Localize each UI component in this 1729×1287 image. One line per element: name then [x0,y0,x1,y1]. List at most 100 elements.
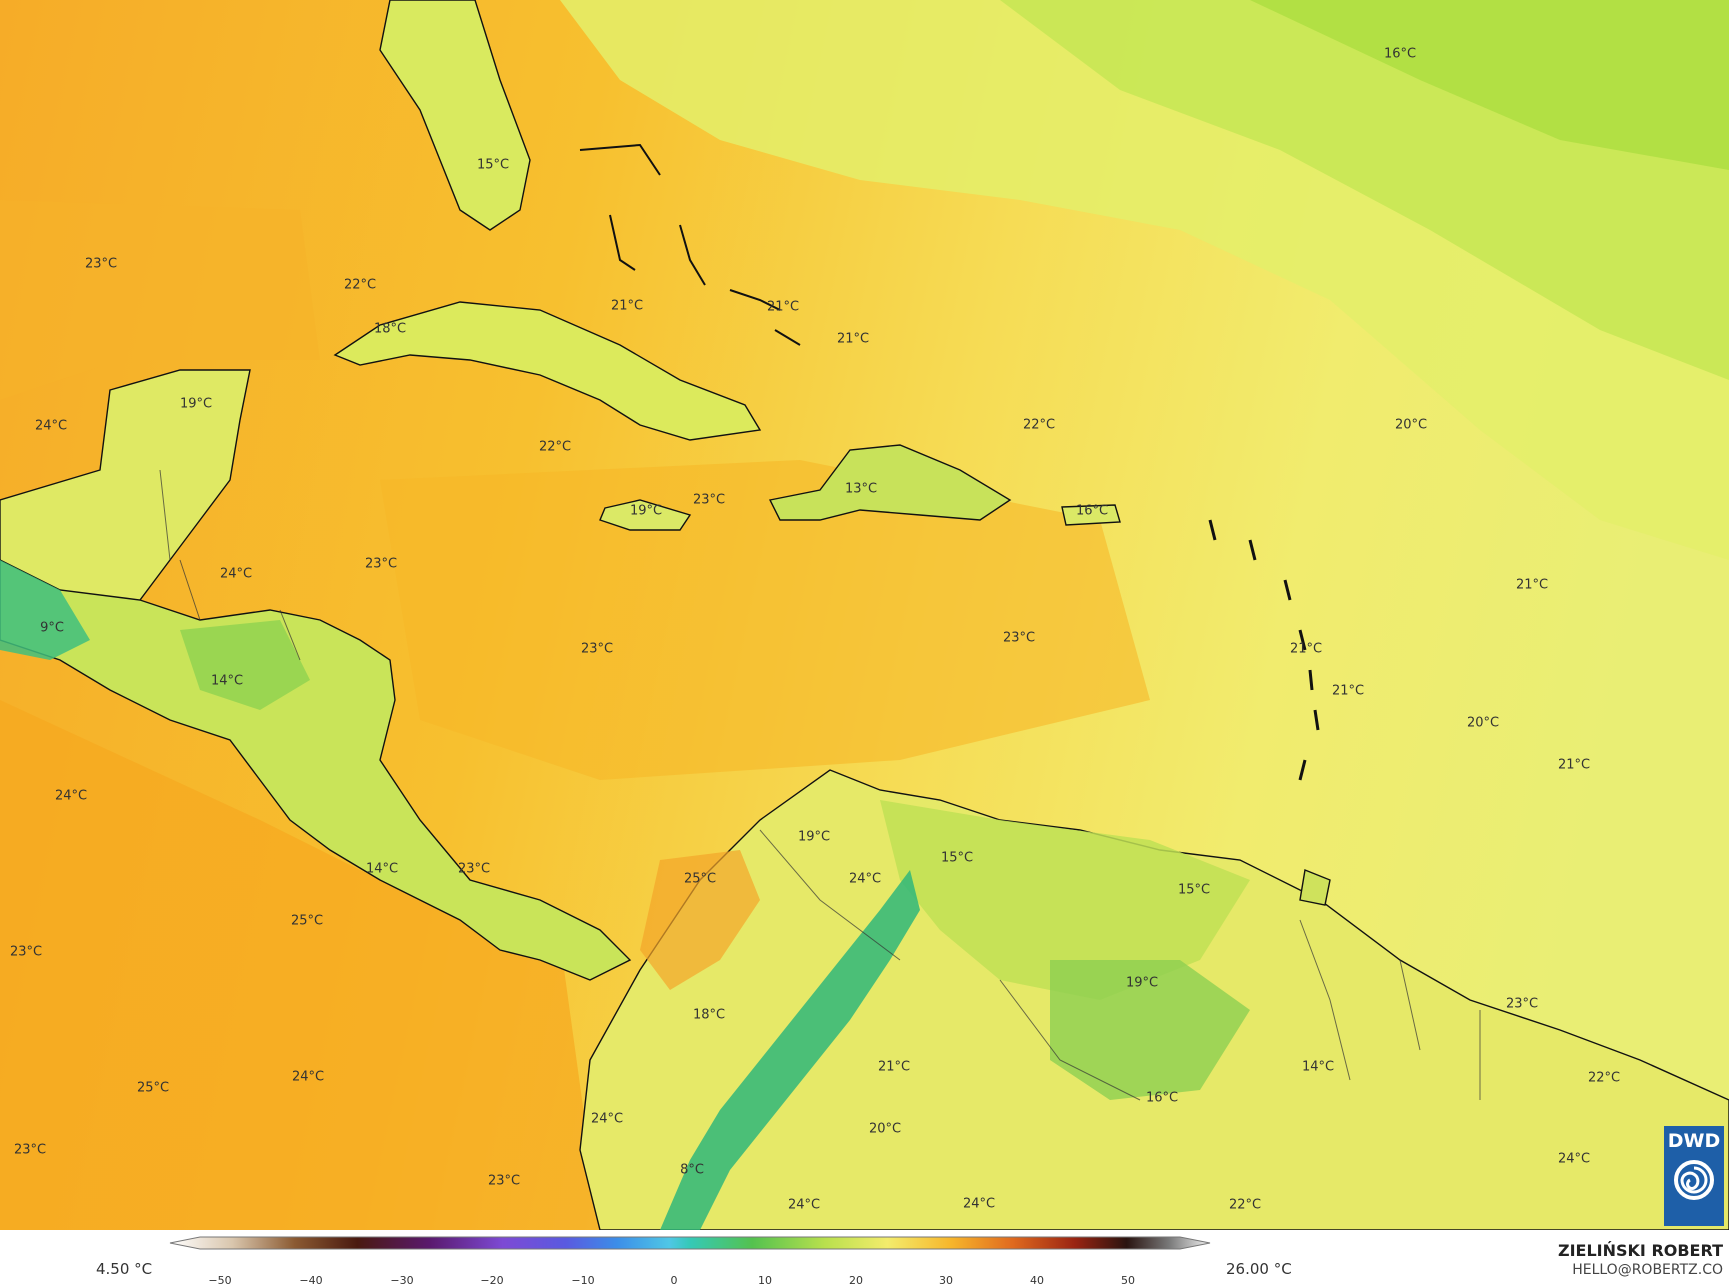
temp-label: 13°C [844,481,878,497]
colorbar-tick: −50 [208,1274,232,1287]
temp-label: 22°C [1228,1197,1262,1213]
temp-label: 24°C [590,1111,624,1127]
temp-label: 24°C [219,566,253,582]
temp-label: 24°C [787,1197,821,1213]
temp-label: 18°C [373,321,407,337]
temp-label: 16°C [1145,1090,1179,1106]
temp-label: 24°C [962,1196,996,1212]
colorbar-ticks: −50 −40 −30 −20 −10 0 10 20 30 40 50 [0,1274,1729,1287]
temp-label: 20°C [1466,715,1500,731]
temp-label: 20°C [1394,417,1428,433]
florida [379,0,531,231]
swirl-icon [1674,1160,1714,1200]
puerto-rico [1061,504,1121,526]
colorbar-tick: 0 [670,1274,678,1287]
colorbar-tick: −40 [299,1274,323,1287]
pacific-warm-zone [0,700,600,1230]
dwd-logo: DWD [1664,1126,1724,1226]
temp-label: 24°C [34,418,68,434]
temp-label: 23°C [84,256,118,272]
temp-label: 19°C [629,503,663,519]
colombia-warm-valley [640,850,760,990]
temp-label: 23°C [580,641,614,657]
temp-label: 19°C [179,396,213,412]
temperature-map: 16°C 15°C 23°C 22°C 21°C 21°C 21°C 18°C … [0,0,1729,1230]
temp-label: 15°C [1177,882,1211,898]
atlantic-coldest-zone [1250,0,1729,170]
guatemala-highlands [0,560,90,660]
temp-label: 14°C [210,673,244,689]
temp-label: 23°C [692,492,726,508]
credit-name: ZIELIŃSKI ROBERT [1557,1241,1723,1260]
temp-label: 25°C [290,913,324,929]
andes-cordillera [660,870,920,1230]
colorbar [169,1236,1211,1250]
colorbar-tick: 10 [758,1274,772,1287]
temp-label: 21°C [877,1059,911,1075]
temp-label: 21°C [1557,757,1591,773]
temp-label: 23°C [457,861,491,877]
temp-label: 19°C [797,829,831,845]
cuba [333,301,762,441]
temp-label: 24°C [1557,1151,1591,1167]
temp-label: 23°C [1002,630,1036,646]
temp-label: 23°C [487,1173,521,1189]
temp-label: 15°C [476,157,510,173]
legend-min-value: 4.50 °C [96,1260,153,1278]
temp-label: 23°C [1505,996,1539,1012]
temp-label: 25°C [136,1080,170,1096]
temp-label: 22°C [538,439,572,455]
temp-label: 8°C [680,1162,704,1178]
honduras-highlands [180,620,310,710]
temp-label: 23°C [9,944,43,960]
caribbean-warm-zone [380,460,1150,780]
temp-label: 16°C [1075,503,1109,519]
temp-label: 20°C [868,1121,902,1137]
temp-label: 21°C [1331,683,1365,699]
temp-label: 21°C [766,299,800,315]
colorbar-tick: 20 [849,1274,863,1287]
temp-label: 21°C [1515,577,1549,593]
temp-label: 9°C [40,620,64,636]
temp-label: 24°C [291,1069,325,1085]
guiana-highlands [1050,960,1250,1100]
temp-label: 18°C [692,1007,726,1023]
temp-label: 22°C [1022,417,1056,433]
lesser-antilles [1208,519,1320,781]
country-borders [159,469,1481,1101]
dwd-logo-text: DWD [1667,1130,1721,1152]
legend-bar: 4.50 °C 26.00 °C −50 −40 −30 −20 −10 0 1… [0,1230,1729,1287]
temp-label: 22°C [1587,1070,1621,1086]
temp-label: 23°C [364,556,398,572]
legend-max-value: 26.00 °C [1226,1260,1292,1278]
temp-label: 14°C [365,861,399,877]
colorbar-tick: 30 [939,1274,953,1287]
temp-label: 15°C [940,850,974,866]
temp-label: 14°C [1301,1059,1335,1075]
temp-label: 23°C [13,1142,47,1158]
colorbar-tick: −20 [480,1274,504,1287]
temp-label: 21°C [610,298,644,314]
trinidad [1299,869,1331,906]
colorbar-tick: 50 [1121,1274,1135,1287]
colorbar-tick: −30 [390,1274,414,1287]
colorbar-fill [169,1236,1211,1250]
temp-label: 16°C [1383,46,1417,62]
temp-label: 25°C [683,871,717,887]
venezuela-lowlands [880,800,1250,1000]
gulf-warm-zone [0,200,320,400]
jamaica [599,499,692,531]
colorbar-tick: −10 [571,1274,595,1287]
bahamas [579,143,801,346]
temp-label: 22°C [343,277,377,293]
colorbar-tick: 40 [1030,1274,1044,1287]
map-canvas [0,0,1729,1230]
credit-email: HELLO@ROBERTZ.CO [1572,1262,1723,1278]
temp-label: 24°C [848,871,882,887]
temp-label: 21°C [836,331,870,347]
temp-label: 21°C [1289,641,1323,657]
temp-label: 24°C [54,788,88,804]
central-america [0,559,632,981]
temp-label: 19°C [1125,975,1159,991]
hispaniola [768,444,1012,521]
